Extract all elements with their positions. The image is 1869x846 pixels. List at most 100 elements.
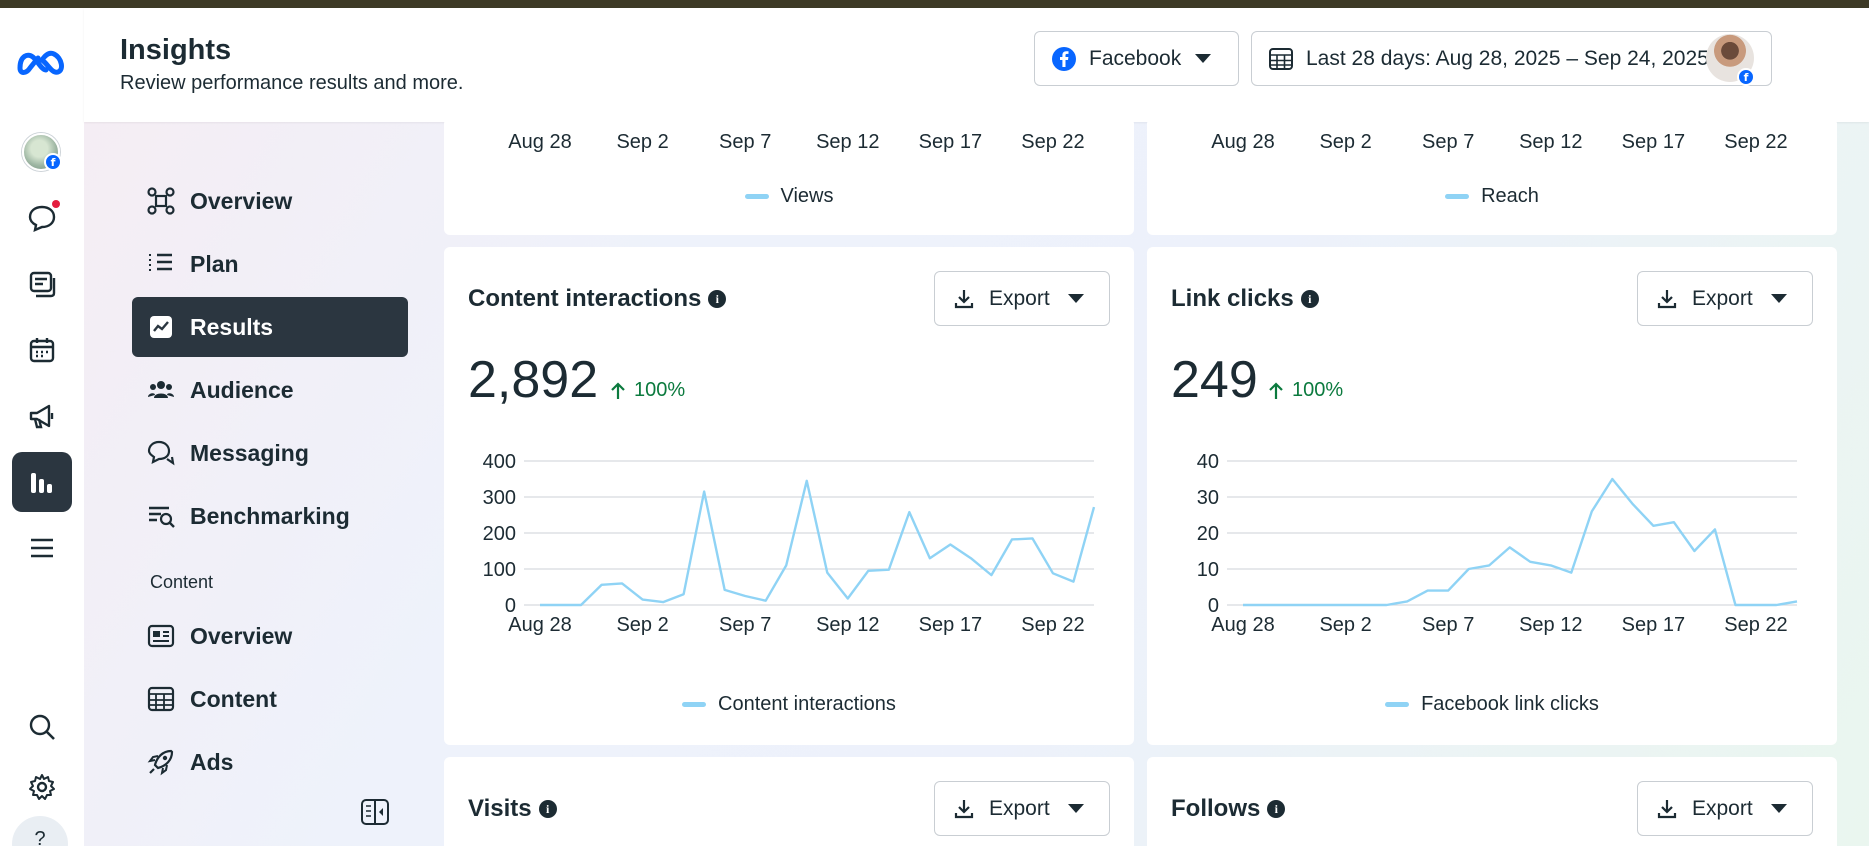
metric-change-value: 100%	[1292, 379, 1344, 401]
platform-dropdown[interactable]: Facebook	[1034, 31, 1239, 86]
nav-item-messaging[interactable]: Messaging	[132, 423, 408, 483]
legend-label: Content interactions	[718, 693, 896, 715]
link-clicks-card: Link clicks i Export 249 100% 0 10 20 30 40 A…	[1147, 247, 1837, 745]
posts-icon[interactable]	[12, 254, 72, 314]
nav-item-label: Benchmarking	[190, 502, 350, 529]
y-tick-label: 0	[505, 595, 516, 617]
metric-change: 100%	[610, 379, 685, 402]
nav-item-content-overview[interactable]: Overview	[132, 606, 408, 666]
nav-item-label: Results	[190, 313, 274, 340]
settings-icon[interactable]	[12, 757, 72, 817]
arrow-up-icon	[1269, 381, 1283, 399]
info-icon[interactable]: i	[1267, 800, 1286, 818]
chevron-down-icon	[1770, 804, 1787, 813]
metric-change: 100%	[1268, 379, 1343, 402]
calendar-icon[interactable]	[12, 320, 72, 380]
export-button[interactable]: Export	[934, 271, 1110, 326]
x-tick-label: Sep 2	[616, 614, 668, 636]
info-icon[interactable]: i	[708, 290, 727, 308]
card-title-text: Link clicks	[1171, 285, 1294, 312]
nav-item-label: Plan	[190, 250, 239, 277]
nav-item-label: Messaging	[190, 439, 309, 466]
card-title: Link clicks i	[1171, 285, 1319, 313]
series-line	[1243, 477, 1798, 607]
content-interactions-legend: Content interactions	[444, 693, 1134, 716]
chevron-down-icon	[1770, 294, 1787, 303]
people-icon	[146, 375, 176, 405]
card-title: Follows i	[1171, 795, 1286, 823]
y-tick-label: 300	[483, 487, 516, 509]
x-tick-label: Aug 28	[508, 614, 571, 636]
x-tick-label: Sep 22	[1021, 131, 1084, 153]
nav-item-label: Overview	[190, 622, 293, 649]
collapse-sidebar-icon[interactable]	[360, 798, 390, 826]
menu-icon[interactable]	[12, 518, 72, 578]
nav-item-benchmarking[interactable]: Benchmarking	[132, 486, 408, 546]
x-tick-label: Aug 28	[1211, 614, 1274, 636]
link-clicks-legend: Facebook link clicks	[1147, 693, 1837, 716]
facebook-badge-icon: f	[1737, 68, 1755, 86]
link-clicks-chart: 0 10 20 30 40 Aug 28 Sep 2 Sep 7 Sep 12 Sep 17 Sep…	[1197, 451, 1798, 636]
nav-item-overview[interactable]: Overview	[132, 171, 408, 231]
table-icon	[146, 684, 176, 714]
arrow-up-icon	[611, 381, 625, 399]
x-tick-label: Sep 7	[719, 131, 771, 153]
megaphone-icon[interactable]	[12, 386, 72, 446]
metric-total: 249	[1171, 351, 1258, 409]
legend-swatch	[744, 194, 769, 199]
info-icon[interactable]: i	[538, 800, 557, 818]
card-title-text: Visits	[468, 795, 532, 822]
page-avatar[interactable]: f	[22, 133, 62, 171]
list-icon	[146, 249, 176, 279]
chat-bubbles-icon	[146, 438, 176, 468]
export-label: Export	[989, 796, 1050, 820]
export-button[interactable]: Export	[934, 781, 1110, 836]
legend-label: Views	[780, 185, 834, 207]
search-icon[interactable]	[12, 697, 72, 757]
help-icon[interactable]: ?	[12, 816, 68, 846]
facebook-badge-icon: f	[44, 153, 62, 171]
chat-icon[interactable]	[12, 188, 72, 248]
x-tick-label: Sep 22	[1021, 614, 1084, 636]
nav-item-content[interactable]: Content	[132, 669, 408, 729]
x-tick-label: Sep 22	[1724, 131, 1787, 153]
x-tick-label: Sep 7	[1422, 614, 1474, 636]
network-icon	[146, 186, 176, 216]
legend-swatch	[1445, 194, 1470, 199]
y-tick-label: 0	[1208, 595, 1219, 617]
x-tick-label: Sep 17	[919, 131, 982, 153]
nav-item-plan[interactable]: Plan	[132, 234, 408, 294]
facebook-icon	[1052, 46, 1076, 71]
date-range-label: Last 28 days: Aug 28, 2025 – Sep 24, 202…	[1306, 46, 1709, 70]
left-rail: f ?	[0, 8, 84, 846]
metric-total: 2,892	[468, 351, 599, 409]
reach-card: Aug 28 Sep 2 Sep 7 Sep 12 Sep 17 Sep 22 Reach	[1147, 118, 1837, 235]
rocket-icon	[146, 747, 176, 777]
nav-item-label: Content	[190, 685, 277, 712]
x-tick-label: Aug 28	[1211, 131, 1274, 153]
export-label: Export	[1692, 796, 1753, 820]
x-tick-label: Sep 7	[1422, 131, 1474, 153]
card-title-text: Follows	[1171, 795, 1261, 822]
nav-item-ads[interactable]: Ads	[132, 732, 408, 792]
x-tick-label: Sep 17	[1622, 614, 1685, 636]
card-title-text: Content interactions	[468, 285, 702, 312]
card-title: Visits i	[468, 795, 557, 823]
export-button[interactable]: Export	[1637, 271, 1813, 326]
reach-legend: Reach	[1147, 185, 1837, 208]
trend-icon	[146, 312, 176, 342]
date-range-dropdown[interactable]: Last 28 days: Aug 28, 2025 – Sep 24, 202…	[1251, 31, 1772, 86]
nav-item-results[interactable]: Results	[132, 297, 408, 357]
nav-item-audience[interactable]: Audience	[132, 360, 408, 420]
legend-label: Facebook link clicks	[1421, 693, 1599, 715]
visits-card: Visits i Export	[444, 757, 1134, 846]
info-icon[interactable]: i	[1300, 290, 1319, 308]
export-button[interactable]: Export	[1637, 781, 1813, 836]
content-interactions-card: Content interactions i Export 2,892 100%…	[444, 247, 1134, 745]
export-label: Export	[1692, 286, 1753, 310]
y-tick-label: 100	[483, 559, 516, 581]
x-tick-label: Sep 12	[816, 131, 879, 153]
insights-icon[interactable]	[12, 452, 72, 512]
nav-item-label: Overview	[190, 187, 293, 214]
meta-logo-icon[interactable]	[12, 40, 72, 84]
